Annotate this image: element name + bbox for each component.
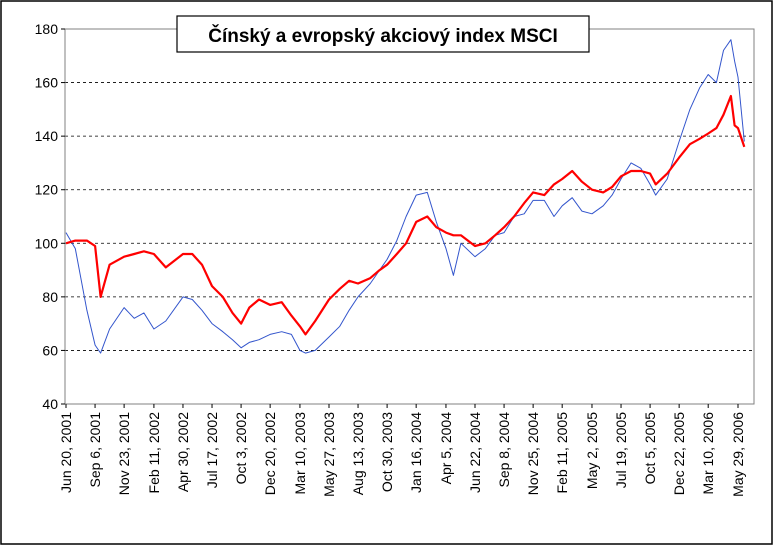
- x-tick-label: Jan 16, 2004: [408, 412, 424, 493]
- x-tick-label: Dec 22, 2005: [671, 412, 687, 495]
- chart-title-box: Čínský a evropský akciový index MSCI: [176, 15, 590, 53]
- y-tick-label: 180: [35, 21, 59, 37]
- y-tick-label: 100: [35, 235, 59, 251]
- x-tick-label: Jul 19, 2005: [613, 412, 629, 488]
- x-tick-label: Oct 3, 2002: [233, 412, 249, 485]
- y-tick-label: 140: [35, 128, 59, 144]
- x-tick-label: Sep 8, 2004: [496, 412, 512, 488]
- x-tick-label: Nov 23, 2001: [116, 412, 132, 495]
- x-tick-label: Jun 22, 2004: [467, 412, 483, 493]
- x-tick-label: May 2, 2005: [584, 412, 600, 489]
- x-tick-label: Jul 17, 2002: [204, 412, 220, 488]
- x-tick-label: May 29, 2006: [730, 412, 746, 497]
- x-tick-label: Dec 20, 2002: [262, 412, 278, 495]
- series-line-blue: [65, 39, 745, 354]
- x-tick-label: Nov 25, 2004: [525, 412, 541, 495]
- y-axis-ticks: 40 60 80 100 120 140 160 180: [35, 21, 65, 412]
- chart-title: Čínský a evropský akciový index MSCI: [208, 25, 558, 47]
- x-tick-label: Mar 10, 2006: [700, 412, 716, 495]
- series-layer: [65, 39, 746, 354]
- x-tick-label: Sep 6, 2001: [87, 412, 103, 488]
- x-tick-label: Jun 20, 2001: [58, 412, 74, 493]
- x-tick-label: Mar 10, 2003: [292, 412, 308, 495]
- x-tick-label: Feb 11, 2005: [554, 412, 570, 494]
- x-tick-label: May 27, 2003: [321, 412, 337, 497]
- chart-title-frame: [176, 15, 590, 53]
- y-tick-label: 60: [42, 342, 58, 358]
- grid-lines: [65, 82, 754, 351]
- x-tick-label: Apr 30, 2002: [175, 412, 191, 492]
- y-tick-label: 120: [35, 182, 59, 198]
- x-tick-label: Apr 5, 2004: [438, 412, 454, 485]
- y-tick-label: 80: [42, 289, 58, 305]
- y-tick-label: 160: [35, 75, 59, 91]
- x-tick-label: Oct 30, 2003: [379, 412, 395, 492]
- series-line-red: [65, 94, 746, 336]
- x-tick-label: Oct 5, 2005: [642, 412, 658, 485]
- x-tick-label: Aug 13, 2003: [350, 412, 366, 496]
- x-axis-ticks: Jun 20, 2001 Sep 6, 2001 Nov 23, 2001 Feb 1…: [58, 404, 746, 497]
- y-tick-label: 40: [42, 396, 58, 412]
- x-tick-label: Feb 11, 2002: [146, 412, 162, 494]
